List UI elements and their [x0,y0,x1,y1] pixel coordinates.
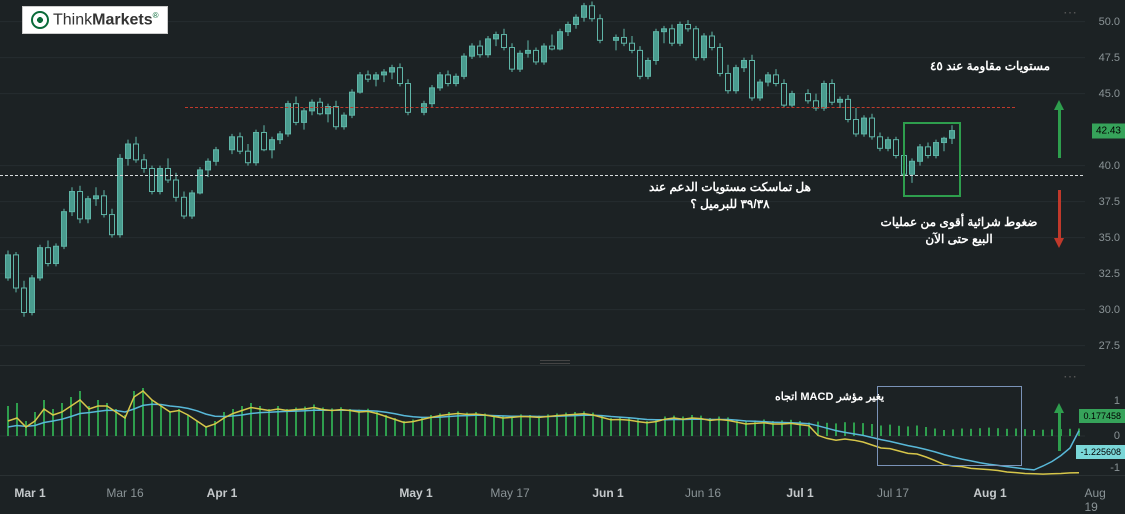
time-x-axis[interactable]: Mar 1Mar 16Apr 1May 1May 17Jun 1Jun 16Ju… [0,475,1125,509]
support-annotation: هل تماسكت مستويات الدعم عند٣٩/٣٨ للبرميل… [640,179,820,213]
panel-menu-icon[interactable]: ⋯ [1063,4,1079,21]
macd-panel[interactable]: 10-1 0.177458 -1.225608 يغير مؤشر MACD ا… [0,365,1085,475]
logo-text: ThinkMarkets® [53,11,159,29]
current-price-tag: 42.43 [1092,123,1125,138]
price-chart-panel[interactable]: 27.530.032.535.037.540.045.047.550.0 42.… [0,0,1085,360]
macd-up-arrow-icon [1058,411,1061,451]
signal-value-tag: -1.225608 [1076,445,1125,459]
resistance-annotation: مستويات مقاومة عند ٤٥ [930,58,1050,75]
buying-pressure-annotation: ضغوط شرائية أقوى من عملياتالبيع حتى الآن [874,214,1044,248]
panel-resize-handle[interactable] [540,360,570,364]
macd-annotation: يغير مؤشر MACD اتجاه [775,390,884,405]
logo-icon [31,11,49,29]
macd-highlight-box [877,386,1022,466]
resistance-line [185,107,1015,108]
up-arrow-icon [1058,108,1061,158]
panel-menu-icon[interactable]: ⋯ [1063,368,1079,385]
price-y-axis: 27.530.032.535.037.540.045.047.550.0 [1085,0,1125,360]
highlight-box [903,122,961,197]
down-arrow-icon [1058,190,1061,240]
macd-value-tag: 0.177458 [1079,409,1125,423]
brand-logo: ThinkMarkets® [22,6,168,34]
